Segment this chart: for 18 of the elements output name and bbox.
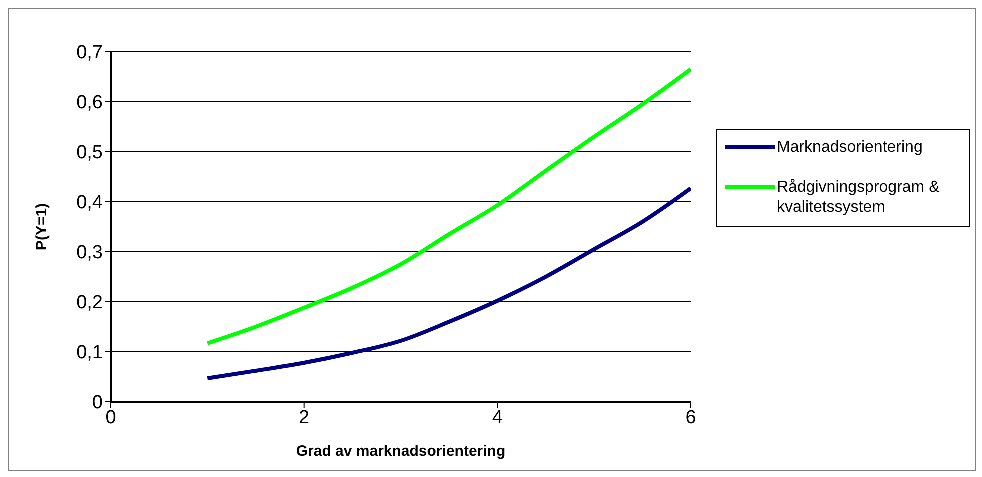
y-tick-label: 0,5: [76, 142, 103, 164]
y-tick-label: 0,6: [76, 92, 103, 114]
line-series: [206, 186, 691, 380]
x-tick-label: 6: [686, 407, 696, 428]
y-tick-label: 0,7: [76, 42, 103, 64]
x-axis-title: Grad av marknadsorientering: [296, 443, 506, 460]
y-tick-label: 0,4: [76, 192, 104, 214]
y-tick-label: 0: [92, 392, 103, 414]
y-tick-label: 0,3: [76, 242, 103, 264]
y-tick-label: 0,2: [76, 292, 103, 314]
line-series: [206, 68, 691, 346]
x-tick-label: 2: [299, 407, 310, 428]
x-tick-label: 0: [106, 407, 116, 428]
legend-label: Rådgivningsprogram & kvalitetssystem: [777, 178, 941, 218]
x-tick-label: 4: [492, 407, 504, 428]
y-tick-label: 0,1: [76, 342, 103, 364]
legend-label: Marknadsorientering: [777, 138, 923, 158]
y-axis-title: P(Y=1): [33, 203, 50, 251]
